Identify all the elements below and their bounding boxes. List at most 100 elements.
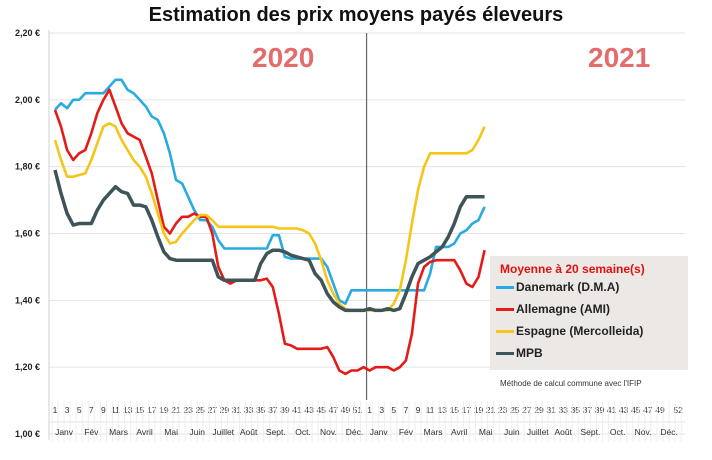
x-tick-label: 49 [655,405,665,415]
x-tick-label: 1 [367,405,372,415]
x-tick-label: 19 [159,405,169,415]
x-tick-label: 43 [304,405,314,415]
x-tick-label: 29 [534,405,544,415]
x-tick-label: 37 [583,405,593,415]
x-tick-label: 47 [329,405,339,415]
month-label: Mars [109,427,128,437]
month-label: Mai [479,427,493,437]
chart-title: Estimation des prix moyens payés éleveur… [148,4,564,26]
x-tick-label: 35 [571,405,581,415]
legend: Moyenne à 20 semaine(s) Danemark (D.M.A)… [490,256,688,370]
month-label: Juillet [212,427,234,437]
y-tick-label: 1,80 € [15,162,40,172]
month-label: Sept. [580,427,600,437]
month-label: Août [554,427,572,437]
x-tick-label: 3 [65,405,70,415]
x-tick-label: 39 [280,405,290,415]
x-tick-label: 15 [450,405,460,415]
x-tick-label: 11 [426,405,435,415]
y-tick-label: 1,00 € [15,429,40,439]
month-label: Nov. [635,427,652,437]
month-label: Mars [424,427,443,437]
y-tick-label: 2,20 € [15,28,40,38]
x-tick-label: 17 [462,405,472,415]
legend-swatch [496,329,514,333]
x-tick-label: 31 [546,405,556,415]
month-label: Juillet [527,427,549,437]
x-tick-label: 19 [474,405,484,415]
x-tick-label: 47 [643,405,653,415]
month-label: Fév [399,427,414,437]
legend-item-espagne: Espagne (Mercolleida) [496,324,643,338]
x-tick-label: 15 [135,405,145,415]
legend-swatch [496,307,514,311]
month-label: Juin [504,427,520,437]
x-tick-label: 11 [111,405,120,415]
x-tick-label: 13 [437,405,447,415]
x-tick-label: 3 [379,405,384,415]
x-tick-label: 43 [619,405,629,415]
legend-label: Espagne (Mercolleida) [516,324,644,338]
x-tick-label: 33 [244,405,254,415]
x-tick-label: 52 [673,405,683,415]
x-tick-label: 41 [607,405,617,415]
x-tick-label: 21 [171,405,181,415]
x-tick-label: 39 [595,405,605,415]
month-label: Janv [55,427,74,437]
x-tick-label: 9 [101,405,106,415]
x-tick-label: 5 [77,405,82,415]
month-label: Déc. [346,427,363,437]
year-label-2020: 2020 [252,42,315,73]
month-label: Avril [136,427,152,437]
x-tick-label: 29 [220,405,230,415]
x-tick-label: 27 [208,405,218,415]
month-label: Déc. [660,427,677,437]
legend-item-mpb: MPB [496,346,543,360]
month-label: Oct. [610,427,626,437]
month-label: Avril [451,427,467,437]
y-tick-label: 1,20 € [15,362,40,372]
x-tick-label: 23 [183,405,193,415]
x-tick-label: 45 [316,405,326,415]
y-tick-label: 1,40 € [15,295,40,305]
month-label: Juin [189,427,205,437]
series-line-espagne [53,121,486,312]
series-line-allemagne [53,88,486,376]
y-tick-label: 2,00 € [15,95,40,105]
month-label: Sept. [266,427,286,437]
method-note: Méthode de calcul commune avec l'IFIP [500,379,642,388]
year-label-2021: 2021 [588,42,651,73]
month-label: Août [240,427,258,437]
month-label: Mai [164,427,178,437]
series-line-danemark [54,78,486,306]
legend-swatch [496,351,514,355]
x-tick-label: 9 [416,405,421,415]
x-tick-label: 35 [256,405,266,415]
x-tick-label: 51 [353,405,363,415]
x-tick-label: 21 [486,405,496,415]
series-line-mpb [53,169,485,313]
x-tick-label: 25 [510,405,520,415]
x-tick-label: 7 [89,405,94,415]
x-tick-label: 45 [631,405,641,415]
x-tick-label: 37 [268,405,278,415]
month-label: Fév [84,427,99,437]
legend-label: Allemagne (AMI) [516,302,611,316]
y-tick-label: 1,60 € [15,229,40,239]
legend-label: Danemark (D.M.A) [516,280,620,294]
legend-item-allemagne: Allemagne (AMI) [496,302,610,316]
legend-title: Moyenne à 20 semaine(s) [500,262,645,276]
month-label: Oct. [295,427,311,437]
legend-item-danemark: Danemark (D.M.A) [496,280,619,294]
legend-label: MPB [516,346,543,360]
x-tick-label: 23 [498,405,508,415]
legend-swatch [496,285,514,289]
x-tick-label: 17 [147,405,157,415]
x-tick-label: 1 [53,405,58,415]
x-tick-label: 25 [195,405,205,415]
x-tick-label: 49 [341,405,351,415]
x-tick-label: 27 [522,405,532,415]
x-tick-label: 33 [558,405,568,415]
x-tick-label: 13 [123,405,133,415]
